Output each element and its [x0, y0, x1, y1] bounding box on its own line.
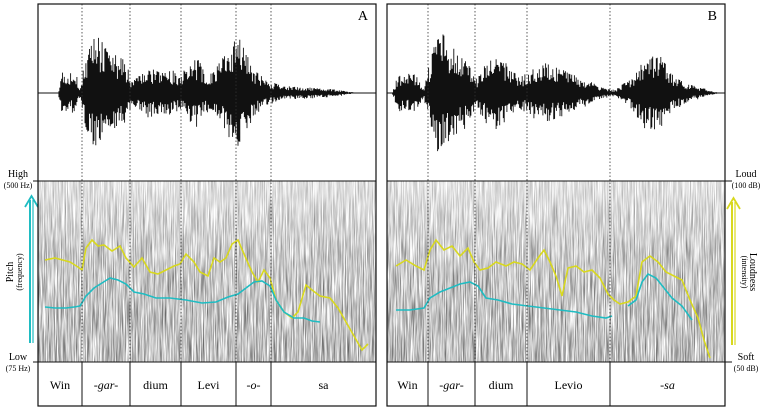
- loudness-high-label: Loud: [735, 169, 756, 180]
- segment-label: Win: [50, 378, 70, 392]
- pitch-subtitle: (frequency): [15, 253, 24, 291]
- panel-letter: B: [708, 9, 717, 24]
- segment-label: -gar-: [94, 378, 118, 392]
- pitch-low-value: (75 Hz): [6, 364, 31, 373]
- loudness-axis: Loud (100 dB) Loudness (intensity) Soft …: [725, 169, 761, 373]
- segment-label: -o-: [247, 378, 261, 392]
- panel-a: A Win -gar-dium Levi -o-sa: [37, 3, 377, 407]
- segment-label: -gar-: [439, 378, 463, 392]
- panel-b: B Win -gar-dium Levio -sa: [386, 3, 726, 407]
- pitch-arrow: [24, 194, 39, 343]
- panels: A Win -gar-dium Levi -o-sa B Win -gar-dium Levio…: [37, 3, 726, 407]
- pitch-axis: High (500 Hz) Pitch (frequency) Low (75 …: [4, 169, 40, 373]
- spectrogram: [387, 181, 725, 362]
- pitch-contour: [396, 281, 613, 319]
- loudness-low-label: Soft: [738, 352, 755, 363]
- waveform: [58, 37, 356, 146]
- spectrogram: [38, 181, 376, 362]
- loudness-subtitle: (intensity): [740, 256, 749, 289]
- loudness-title: Loudness: [747, 253, 758, 291]
- panel-letter: A: [358, 9, 369, 24]
- loudness-high-value: (100 dB): [732, 181, 761, 190]
- segment-label: Levio: [555, 378, 583, 392]
- pitch-contour: [44, 277, 321, 323]
- segment-label: Levi: [198, 378, 221, 392]
- pitch-high-value: (500 Hz): [4, 181, 33, 190]
- loudness-arrow: [726, 196, 741, 345]
- panel-frame: [386, 3, 726, 407]
- pitch-low-label: Low: [9, 352, 28, 363]
- panel-frame: [37, 3, 377, 407]
- pitch-title: Pitch: [5, 262, 16, 283]
- segment-label: dium: [489, 378, 514, 392]
- segment-label: sa: [319, 378, 330, 392]
- loudness-low-value: (50 dB): [734, 364, 759, 373]
- segment-label: dium: [143, 378, 168, 392]
- segment-label: Win: [397, 378, 417, 392]
- pitch-contour: [627, 272, 693, 321]
- loudness-contour: [395, 238, 711, 359]
- loudness-contour: [44, 238, 369, 352]
- segment-label: -sa: [660, 378, 675, 392]
- pitch-high-label: High: [8, 169, 28, 180]
- waveform: [392, 34, 718, 152]
